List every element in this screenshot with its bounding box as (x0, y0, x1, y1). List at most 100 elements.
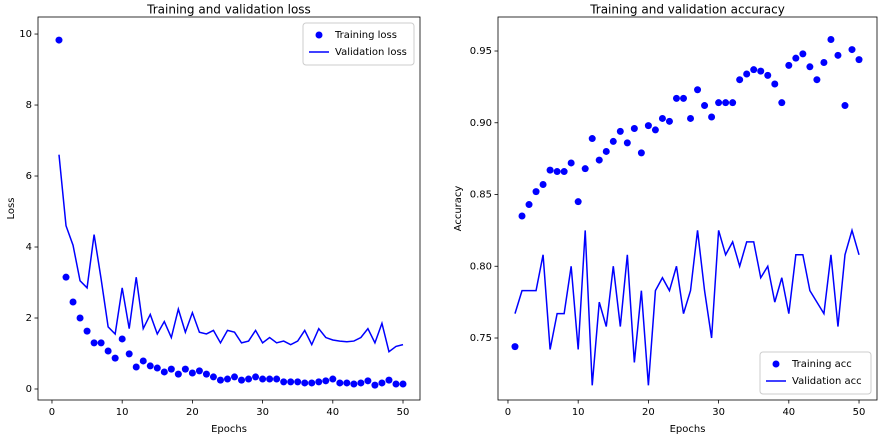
line (514, 227, 860, 386)
y-tick-label: 0 (26, 384, 32, 395)
point (392, 380, 400, 388)
x-tick-label: 10 (572, 407, 585, 418)
point (806, 63, 814, 71)
point (532, 188, 540, 196)
point (602, 147, 610, 155)
point (153, 364, 161, 372)
point (329, 375, 337, 383)
point (546, 166, 554, 174)
point (820, 58, 828, 66)
y-tick-label: 2 (26, 313, 32, 324)
point (729, 99, 737, 107)
point (588, 135, 596, 143)
chart-title: Training and validation accuracy (589, 3, 785, 17)
point (104, 347, 112, 355)
point (287, 378, 295, 386)
point (672, 94, 680, 102)
point (90, 339, 98, 347)
point (574, 198, 582, 206)
point (174, 370, 182, 378)
point (687, 114, 695, 122)
point (743, 70, 751, 78)
x-tick-label: 30 (256, 407, 269, 418)
y-axis-label: Loss (6, 198, 17, 220)
point (581, 165, 589, 173)
point (273, 375, 281, 383)
point (357, 379, 365, 387)
point (55, 36, 63, 44)
point (694, 86, 702, 94)
point (294, 378, 302, 386)
point (764, 71, 772, 79)
legend-label: Validation acc (792, 376, 862, 387)
point (771, 80, 779, 88)
point (701, 102, 709, 110)
point (181, 365, 189, 373)
legend-label: Validation loss (335, 47, 407, 58)
point (518, 212, 526, 220)
point (139, 357, 147, 365)
plot-area (511, 36, 863, 386)
point (595, 156, 603, 164)
y-tick-label: 0.90 (470, 118, 492, 129)
legend-box (302, 22, 415, 66)
line (58, 154, 404, 354)
point (834, 51, 842, 59)
point (616, 127, 624, 135)
axes-frame (37, 16, 421, 401)
point (665, 117, 673, 125)
x-tick-label: 50 (853, 407, 866, 418)
point (238, 376, 246, 384)
point (315, 378, 323, 386)
point (785, 61, 793, 69)
point (715, 99, 723, 107)
y-tick-label: 6 (26, 171, 32, 182)
point (252, 373, 260, 381)
point (336, 379, 344, 387)
point (97, 339, 105, 347)
point (69, 298, 77, 306)
point (609, 137, 617, 145)
y-tick-label: 0.85 (470, 190, 492, 201)
point (679, 94, 687, 102)
point (736, 76, 744, 84)
point (651, 126, 659, 134)
point (708, 113, 716, 121)
point (245, 375, 253, 383)
point (567, 159, 575, 167)
x-axis-label: Epochs (670, 424, 706, 435)
axes-frame (497, 16, 878, 401)
point (630, 124, 638, 132)
y-tick-label: 8 (26, 100, 32, 111)
point (266, 375, 274, 383)
point (813, 76, 821, 84)
point (553, 168, 561, 176)
legend-marker (772, 360, 780, 368)
point (750, 66, 758, 74)
point (132, 363, 140, 371)
point (231, 373, 239, 381)
point (560, 168, 568, 176)
y-tick-label: 4 (26, 242, 32, 253)
y-tick-label: 0.95 (470, 46, 492, 57)
point (322, 377, 330, 385)
point (371, 381, 379, 389)
point (76, 314, 84, 322)
x-tick-label: 20 (186, 407, 199, 418)
x-tick-label: 40 (782, 407, 795, 418)
x-tick-label: 20 (642, 407, 655, 418)
point (778, 99, 786, 107)
point (525, 201, 533, 209)
legend-label: Training loss (334, 30, 397, 41)
x-tick-label: 30 (712, 407, 725, 418)
y-tick-label: 10 (19, 29, 32, 40)
point (364, 377, 372, 385)
y-tick-label: 0.75 (470, 333, 492, 344)
point (511, 343, 519, 351)
point (799, 50, 807, 58)
point (301, 379, 309, 387)
point (637, 149, 645, 157)
point (350, 380, 358, 388)
point (757, 67, 765, 75)
